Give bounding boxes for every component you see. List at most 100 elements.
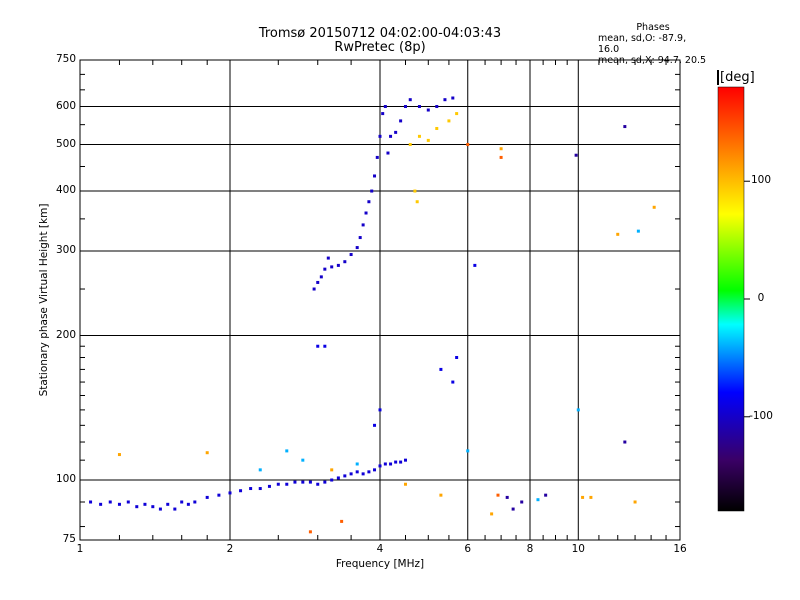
data-point (490, 512, 494, 516)
colorbar-ticks (744, 180, 750, 418)
colorbar-label-text: [deg] (717, 70, 755, 85)
data-point (355, 246, 359, 250)
data-point (378, 134, 382, 138)
data-point (364, 211, 368, 215)
data-point (330, 468, 334, 472)
data-point (636, 229, 640, 233)
y-tick-label: 500 (55, 137, 76, 150)
x-tick-label: 4 (376, 543, 384, 555)
data-point (373, 468, 377, 472)
data-point (455, 355, 459, 359)
colorbar-tick-label: 100 (750, 174, 772, 187)
data-point (89, 500, 93, 504)
data-point (349, 253, 353, 257)
data-point (239, 489, 243, 493)
data-point (301, 458, 305, 462)
data-point (267, 484, 271, 488)
data-point (126, 500, 130, 504)
data-point (417, 105, 421, 109)
data-point (336, 476, 340, 480)
data-point (258, 487, 262, 491)
grid-lines (80, 60, 680, 540)
data-point (426, 108, 430, 112)
data-point (386, 151, 390, 155)
y-tick-label: 75 (62, 533, 76, 545)
data-point (589, 495, 593, 499)
y-tick-label: 600 (55, 99, 76, 112)
data-point (343, 260, 347, 264)
data-point (576, 408, 580, 412)
phase-stats-o: mean, sd,O: -87.9, 16.0 (598, 33, 687, 55)
data-point (413, 189, 417, 193)
data-point (373, 423, 377, 427)
data-points (89, 96, 656, 534)
data-point (330, 265, 334, 269)
data-point (383, 105, 387, 109)
data-point (373, 174, 377, 178)
data-point (249, 487, 253, 491)
data-point (435, 126, 439, 130)
data-point (451, 96, 455, 100)
data-point (258, 468, 262, 472)
data-point (505, 495, 509, 499)
data-point (389, 134, 393, 138)
data-point (228, 491, 232, 495)
data-point (158, 507, 162, 511)
data-point (151, 505, 155, 509)
data-point (186, 502, 190, 506)
data-point (520, 500, 524, 504)
data-point (166, 502, 170, 506)
phase-stats-heading: Phases (636, 22, 670, 33)
data-point (367, 470, 371, 474)
data-point (375, 155, 379, 159)
data-point (173, 507, 177, 511)
data-point (319, 275, 323, 279)
data-point (316, 482, 320, 486)
data-point (117, 502, 121, 506)
y-tick-label: 750 (55, 53, 76, 65)
x-axis-label: Frequency [MHz] (335, 558, 425, 570)
data-point (323, 480, 327, 484)
data-point (355, 462, 359, 466)
data-point (276, 482, 280, 486)
data-point (301, 480, 305, 484)
data-point (408, 143, 412, 147)
data-point (330, 478, 334, 482)
data-point (135, 505, 139, 509)
data-point (574, 153, 578, 157)
data-point (496, 493, 500, 497)
data-point (285, 482, 289, 486)
data-point (358, 236, 362, 240)
data-point (370, 189, 374, 193)
data-point (451, 380, 455, 384)
y-tick-label: 100 (55, 473, 76, 486)
data-point (616, 232, 620, 236)
y-tick-label: 300 (55, 244, 76, 256)
data-point (403, 482, 407, 486)
data-point (340, 519, 344, 523)
data-point (415, 200, 419, 204)
data-point (439, 493, 443, 497)
data-point (394, 130, 398, 134)
data-point (399, 119, 403, 123)
chart-title: Tromsø 20150712 04:02:00-04:03:43 (258, 26, 502, 41)
data-point (361, 223, 365, 227)
data-point (312, 287, 316, 291)
data-point (408, 98, 412, 102)
data-point (394, 460, 398, 464)
plot-frame (79, 59, 681, 541)
data-point (381, 112, 385, 116)
colorbar-tick-label: 0 (757, 292, 765, 304)
data-point (633, 500, 637, 504)
data-point (205, 451, 209, 455)
data-point (439, 367, 443, 371)
data-point (308, 480, 312, 484)
data-point (426, 138, 430, 142)
data-point (205, 495, 209, 499)
data-point (455, 112, 459, 116)
x-tick-label: 6 (464, 543, 472, 555)
data-point (623, 440, 627, 444)
data-point (323, 267, 327, 271)
data-point (652, 205, 656, 209)
